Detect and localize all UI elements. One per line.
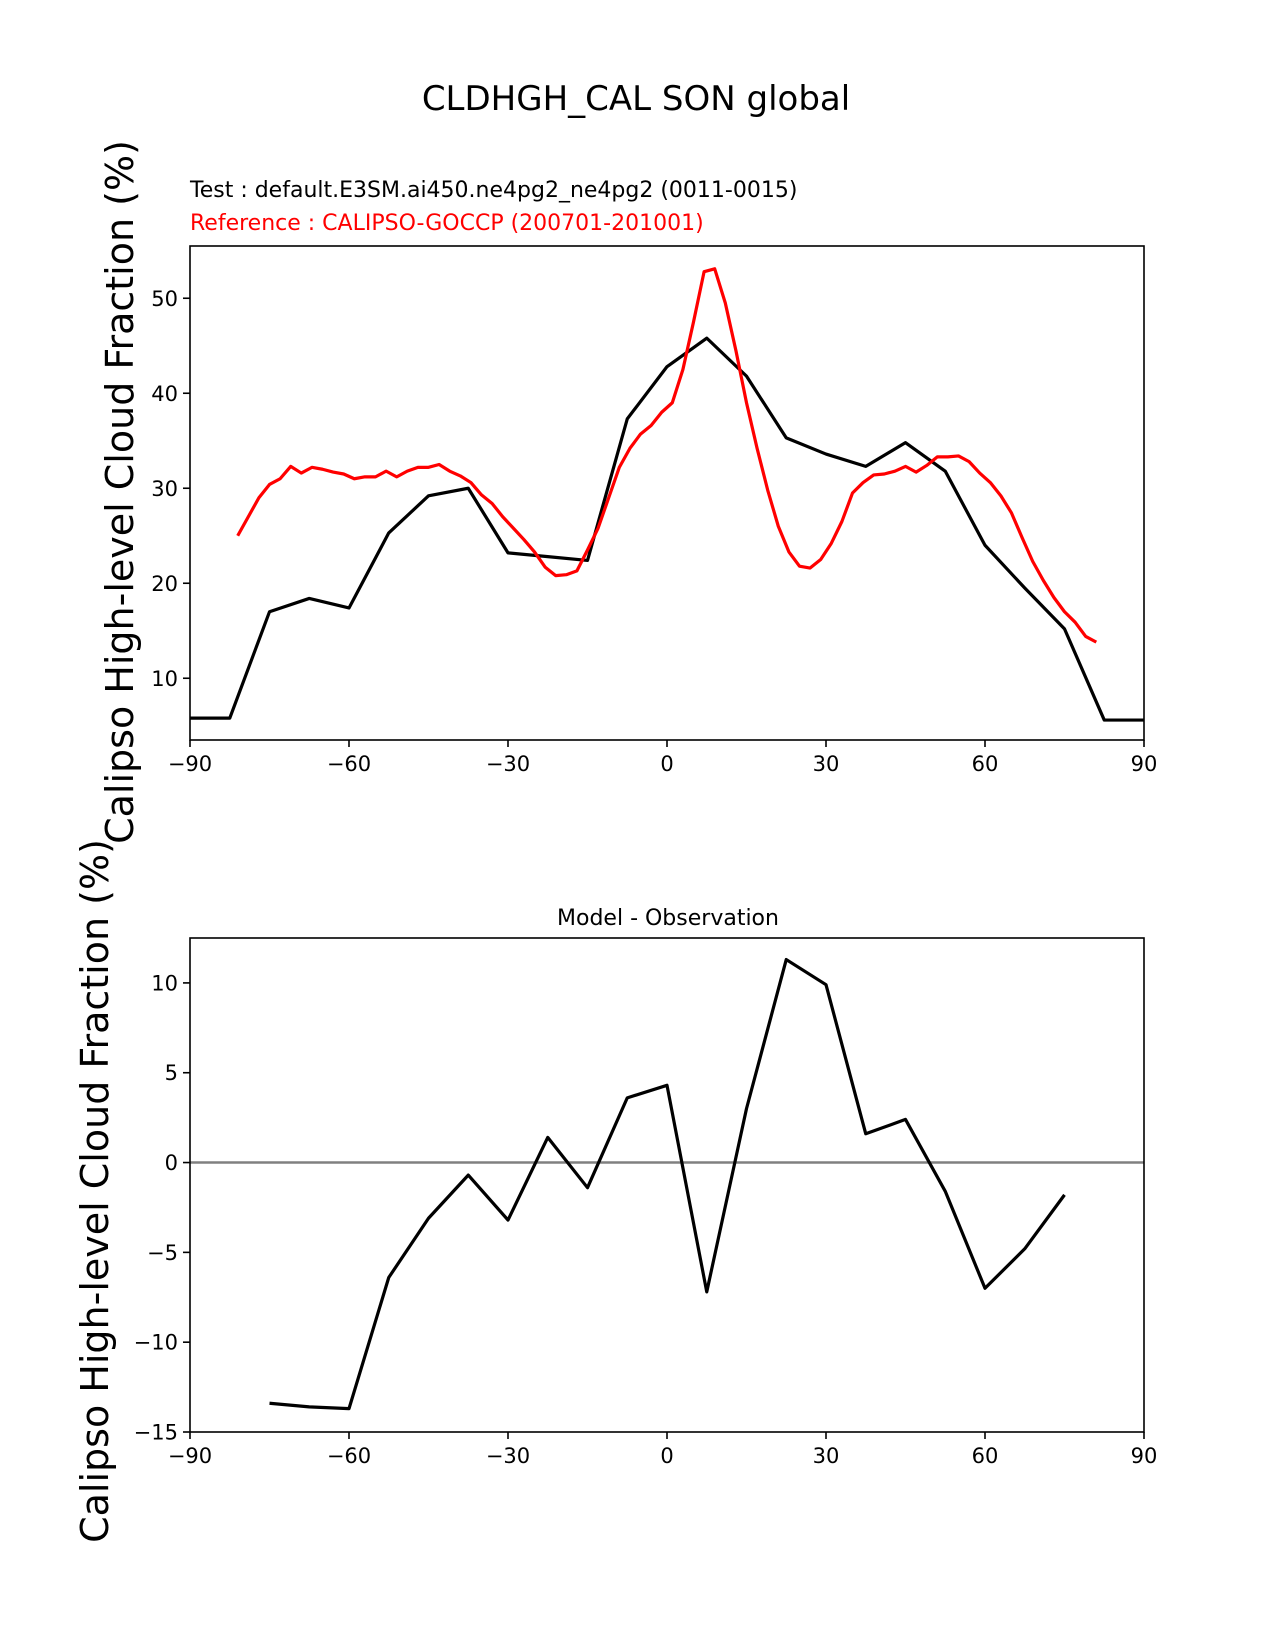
bottom-ytick-label: 5 bbox=[165, 1061, 178, 1085]
reference-label: Reference : CALIPSO-GOCCP (200701-201001… bbox=[190, 211, 704, 236]
test-label: Test : default.E3SM.ai450.ne4pg2_ne4pg2 … bbox=[189, 178, 797, 203]
bottom-xtick-label: 60 bbox=[972, 1444, 999, 1468]
top-xtick-label: 90 bbox=[1131, 752, 1158, 776]
top-ytick-label: 30 bbox=[151, 477, 178, 501]
top-xtick-label: −30 bbox=[486, 752, 530, 776]
bottom-xtick-label: 0 bbox=[660, 1444, 673, 1468]
top-panel: Test : default.E3SM.ai450.ne4pg2_ne4pg2 … bbox=[98, 140, 1157, 844]
top-series-reference-line bbox=[236, 267, 1098, 644]
bottom-xtick-label: −60 bbox=[327, 1444, 371, 1468]
bottom-ytick-label: −10 bbox=[134, 1331, 178, 1355]
bottom-xtick-label: −30 bbox=[486, 1444, 530, 1468]
top-xtick-label: 0 bbox=[660, 752, 673, 776]
top-xtick-label: −90 bbox=[168, 752, 212, 776]
bottom-ytick-label: −15 bbox=[134, 1421, 178, 1445]
bottom-xtick-label: −90 bbox=[168, 1444, 212, 1468]
top-ytick-label: 50 bbox=[151, 287, 178, 311]
figure-title: CLDHGH_CAL SON global bbox=[422, 79, 850, 119]
top-ylabel: Calipso High-level Cloud Fraction (%) bbox=[98, 140, 142, 844]
top-ytick-label: 40 bbox=[151, 382, 178, 406]
bottom-ytick-label: 10 bbox=[151, 971, 178, 995]
top-series-test-line bbox=[190, 336, 1144, 722]
bottom-panel: Model - Observation Calipso High-level C… bbox=[73, 839, 1157, 1543]
top-xtick-label: 30 bbox=[813, 752, 840, 776]
top-ytick-label: 20 bbox=[151, 572, 178, 596]
bottom-ytick-label: 0 bbox=[165, 1151, 178, 1175]
top-ytick-label: 10 bbox=[151, 667, 178, 691]
top-xtick-label: −60 bbox=[327, 752, 371, 776]
bottom-title: Model - Observation bbox=[557, 906, 779, 931]
bottom-ytick-label: −5 bbox=[147, 1241, 178, 1265]
bottom-series-difference-line bbox=[269, 957, 1066, 1411]
bottom-xtick-label: 90 bbox=[1131, 1444, 1158, 1468]
top-xtick-label: 60 bbox=[972, 752, 999, 776]
bottom-xtick-label: 30 bbox=[813, 1444, 840, 1468]
bottom-ylabel: Calipso High-level Cloud Fraction (%) bbox=[73, 839, 117, 1543]
